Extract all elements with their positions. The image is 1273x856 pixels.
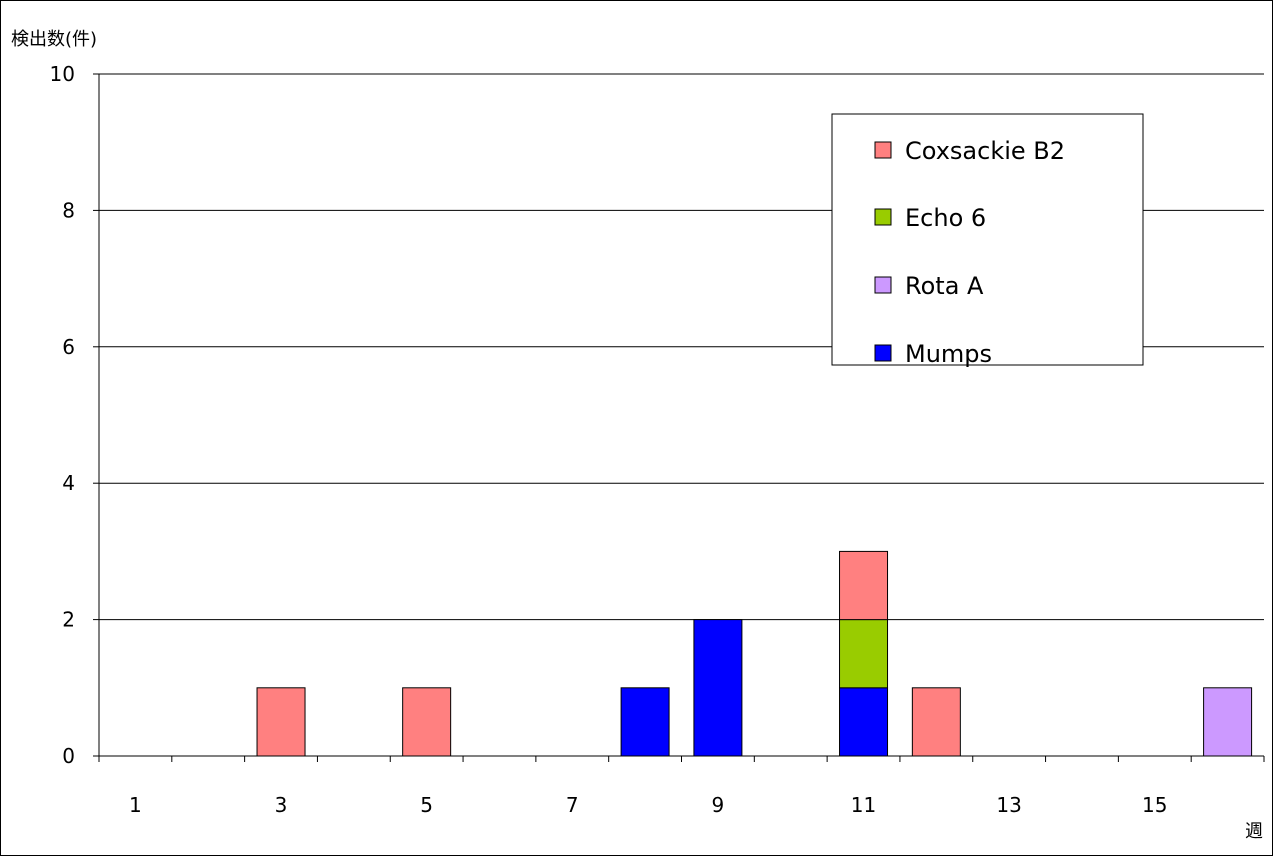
bar-coxsackie-b2 bbox=[402, 687, 452, 757]
bar-coxsackie-b2 bbox=[839, 550, 889, 621]
y-tick-label: 6 bbox=[62, 335, 75, 359]
legend-swatch bbox=[874, 344, 892, 362]
x-tick-label: 13 bbox=[996, 793, 1021, 817]
legend-label: Coxsackie B2 bbox=[905, 137, 1065, 165]
y-tick-label: 8 bbox=[62, 198, 75, 222]
bar-mumps bbox=[839, 687, 889, 757]
legend-swatch bbox=[874, 208, 892, 226]
y-tick-label: 0 bbox=[62, 744, 75, 768]
legend-label: Rota A bbox=[905, 272, 984, 300]
legend-swatch bbox=[874, 276, 892, 294]
x-tick-label: 15 bbox=[1142, 793, 1167, 817]
bar-mumps bbox=[693, 619, 743, 757]
x-tick-label: 7 bbox=[566, 793, 579, 817]
y-tick-label: 2 bbox=[62, 608, 75, 632]
bars bbox=[256, 550, 1253, 757]
x-tick-label: 1 bbox=[129, 793, 142, 817]
x-axis-title: 週 bbox=[1245, 821, 1263, 842]
y-axis-title: 検出数(件) bbox=[11, 29, 97, 50]
bar-coxsackie-b2 bbox=[911, 687, 961, 757]
bar-coxsackie-b2 bbox=[256, 687, 306, 757]
legend: Coxsackie B2 Echo 6 Rota A Mumps bbox=[831, 113, 1144, 368]
legend-swatch bbox=[874, 141, 892, 159]
x-tick-label: 5 bbox=[420, 793, 433, 817]
bar-mumps bbox=[620, 687, 670, 757]
legend-label: Echo 6 bbox=[905, 204, 986, 232]
y-tick-label: 4 bbox=[62, 471, 75, 495]
bar-echo-6 bbox=[839, 619, 889, 689]
x-tick-label: 11 bbox=[851, 793, 876, 817]
x-tick-label: 9 bbox=[712, 793, 725, 817]
bar-rota-a bbox=[1203, 687, 1253, 757]
y-tick-label: 10 bbox=[50, 62, 75, 86]
legend-label: Mumps bbox=[905, 340, 992, 368]
x-tick-label: 3 bbox=[275, 793, 288, 817]
